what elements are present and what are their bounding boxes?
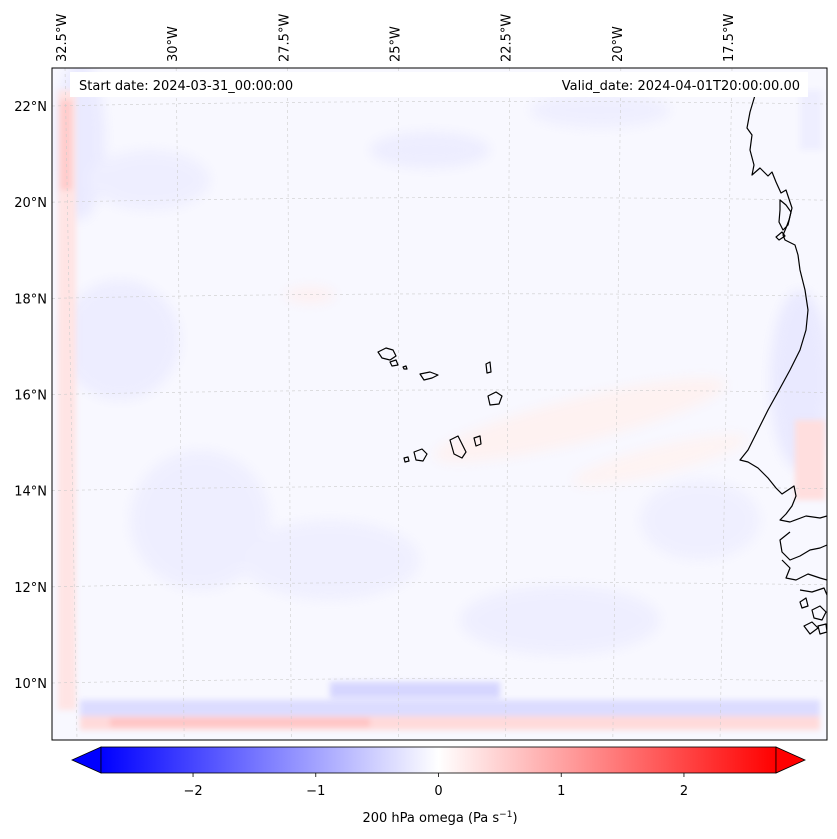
island-sal: [485, 361, 492, 374]
lat-label-3: 16°N: [14, 389, 47, 404]
latitude-labels: 22°N 20°N 18°N 16°N 14°N 12°N 10°N: [14, 100, 47, 692]
island-boa-vista: [487, 391, 503, 406]
lon-label-4: 22.5°W: [500, 14, 515, 62]
colorbar-tick-label-3: 1: [557, 784, 565, 799]
lat-label-0: 22°N: [14, 100, 47, 115]
lon-label-6: 17.5°W: [722, 14, 737, 62]
colorbar-body: [100, 746, 777, 774]
lat-label-2: 18°N: [14, 292, 47, 307]
colorbar-tick-label-1: −1: [306, 784, 325, 799]
lat-gridline-5: [52, 581, 827, 588]
island-santa-luzia: [402, 365, 408, 370]
island-sao-vicente: [389, 359, 399, 367]
lat-gridline-6: [52, 678, 827, 684]
lon-gridline-4: [505, 68, 510, 740]
lon-gridline-6: [719, 68, 733, 740]
lon-label-1: 30°W: [166, 26, 181, 62]
africa-coast: [739, 91, 827, 523]
lon-label-5: 20°W: [611, 26, 626, 62]
cape-verde-islands: [377, 347, 503, 463]
lon-label-2: 27.5°W: [277, 14, 292, 62]
lat-label-6: 10°N: [14, 677, 47, 692]
island-brava: [403, 456, 410, 463]
lon-label-0: 32.5°W: [55, 14, 70, 62]
lon-gridline-1: [175, 68, 185, 740]
lon-label-3: 25°W: [389, 26, 404, 62]
colorbar-tick-label-0: −2: [183, 784, 202, 799]
colorbar-tick-label-2: 0: [434, 784, 442, 799]
start-date: Start date: 2024-03-31_00:00:00: [79, 79, 293, 94]
lat-gridline-0: [52, 101, 827, 107]
lon-gridline-2: [287, 68, 292, 740]
lat-label-4: 14°N: [14, 485, 47, 500]
island-maio: [473, 435, 482, 447]
colorbar-label: 200 hPa omega (Pa s−1): [362, 810, 517, 826]
omega-field: [52, 68, 827, 740]
lat-gridline-4: [52, 485, 827, 491]
lon-gridline-5: [612, 68, 622, 740]
island-santiago: [449, 435, 467, 459]
lon-gridline-0: [64, 68, 78, 740]
longitude-labels: 32.5°W 30°W 27.5°W 25°W 22.5°W 20°W 17.5°W: [55, 14, 737, 62]
lat-label-5: 12°N: [14, 581, 47, 596]
colorbar-extend-low: [71, 746, 102, 774]
info-banner: [70, 72, 808, 97]
lat-label-1: 20°N: [14, 196, 47, 211]
island-fogo: [413, 448, 428, 462]
lat-gridline-3: [52, 389, 827, 395]
island-sao-nicolau: [419, 371, 439, 381]
colorbar-tick-label-4: 2: [680, 784, 688, 799]
colorbar-extend-high: [775, 746, 806, 774]
map-frame: [51, 67, 828, 741]
coastline: [739, 91, 827, 635]
lat-gridline-1: [52, 197, 827, 203]
colorbar: −2 −1 0 1 2 200 hPa omega (Pa s−1): [71, 746, 806, 826]
gridlines: [52, 68, 827, 740]
island-santo-antao: [377, 347, 397, 361]
lat-gridline-2: [52, 293, 827, 299]
valid-date: Valid_date: 2024-04-01T20:00:00.00: [562, 79, 800, 94]
